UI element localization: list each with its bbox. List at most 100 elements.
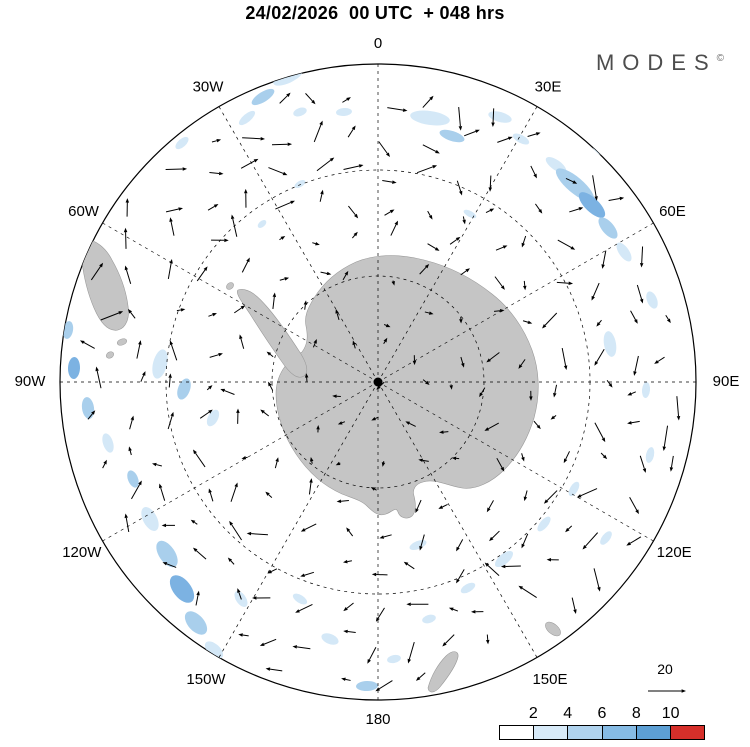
precip-shade bbox=[293, 107, 307, 117]
precip-shade bbox=[616, 242, 632, 262]
wind-arrow-head bbox=[287, 142, 293, 147]
wind-arrow-head bbox=[418, 458, 423, 463]
wind-arrow-head bbox=[570, 246, 576, 250]
wind-arrow-shaft bbox=[209, 492, 214, 502]
wind-arrow-shaft bbox=[208, 314, 213, 317]
wind-arrow-head bbox=[192, 547, 198, 552]
wind-arrow-head bbox=[666, 318, 671, 324]
wind-arrow-shaft bbox=[565, 177, 574, 183]
wind-arrow-shaft bbox=[634, 355, 639, 372]
wind-arrow-head bbox=[448, 607, 454, 611]
wind-arrow-head bbox=[337, 421, 343, 425]
wind-arrow-head bbox=[392, 180, 397, 184]
wind-arrow-shaft bbox=[522, 235, 527, 244]
wind-arrow-shaft bbox=[170, 221, 175, 236]
wind-arrow-head bbox=[213, 204, 219, 208]
wind-arrow-shaft bbox=[100, 312, 120, 321]
wind-arrow-shaft bbox=[491, 530, 500, 539]
wind-arrow-head bbox=[438, 505, 444, 509]
wind-arrow-head bbox=[465, 268, 470, 273]
wind-arrow-shaft bbox=[242, 137, 261, 140]
wind-arrow-shaft bbox=[488, 422, 499, 430]
precip-shade bbox=[598, 217, 618, 239]
wind-arrow-head bbox=[627, 392, 633, 396]
wind-arrow-shaft bbox=[166, 563, 177, 568]
wind-arrow-shaft bbox=[530, 165, 536, 175]
wind-arrow-head bbox=[521, 456, 525, 462]
wind-arrow-shaft bbox=[594, 422, 604, 439]
colorbar-segment bbox=[533, 726, 568, 739]
wind-arrow-shaft bbox=[238, 592, 242, 600]
wind-arrow-shaft bbox=[408, 642, 415, 660]
precip-shade-layer bbox=[62, 68, 658, 692]
wind-arrow-head bbox=[260, 409, 265, 414]
wind-arrow-shaft bbox=[296, 646, 311, 650]
wind-arrow-head bbox=[311, 99, 316, 105]
wind-arrow-head bbox=[484, 427, 490, 431]
wind-arrow-head bbox=[627, 421, 632, 425]
wind-arrow-shaft bbox=[641, 246, 644, 264]
wind-arrow-shaft bbox=[569, 208, 580, 213]
wind-arrow-head bbox=[95, 366, 99, 372]
wind-arrow-head bbox=[521, 543, 525, 549]
wind-arrow-shaft bbox=[497, 137, 509, 143]
wind-arrow-shaft bbox=[565, 451, 570, 460]
wind-arrow-shaft bbox=[457, 539, 464, 548]
wind-arrow-shaft bbox=[343, 165, 360, 170]
wind-arrow-shaft bbox=[520, 359, 526, 366]
wind-arrow-head bbox=[439, 430, 444, 434]
wind-arrow-head bbox=[591, 295, 595, 301]
wind-arrow-head bbox=[642, 468, 647, 473]
precip-shade bbox=[141, 507, 159, 531]
wind-arrow-shaft bbox=[422, 98, 431, 108]
wind-arrow-head bbox=[458, 190, 463, 196]
wind-arrow-head bbox=[435, 149, 440, 154]
precip-shade bbox=[488, 111, 512, 123]
wind-arrow-head bbox=[485, 639, 490, 645]
wind-arrow-head bbox=[208, 488, 212, 494]
land-islet bbox=[116, 338, 128, 346]
wind-arrow-shaft bbox=[136, 344, 141, 359]
wind-arrow-shaft bbox=[346, 602, 354, 609]
wind-arrow-shaft bbox=[263, 411, 270, 417]
colorbar-legend: 2 4 6 8 10 bbox=[499, 705, 705, 740]
wind-arrow-head bbox=[394, 220, 398, 226]
wind-arrow-shaft bbox=[427, 210, 431, 217]
wind-arrow-shaft bbox=[480, 387, 486, 394]
wind-arrow-head bbox=[241, 455, 247, 460]
wind-arrow-shaft bbox=[353, 344, 356, 349]
wind-arrow-shaft bbox=[420, 534, 425, 547]
wind-arrow-head bbox=[151, 462, 157, 467]
precip-shade bbox=[62, 321, 74, 339]
precip-shade bbox=[603, 331, 617, 357]
precip-shade bbox=[422, 614, 436, 624]
wind-arrow-head bbox=[290, 200, 295, 205]
wind-arrow-shaft bbox=[378, 680, 393, 690]
wind-arrow-head bbox=[371, 572, 377, 577]
meridian-label: 0 bbox=[374, 35, 382, 52]
wind-arrow-shaft bbox=[87, 413, 93, 420]
wind-arrow-shaft bbox=[279, 95, 288, 104]
precip-shade bbox=[292, 593, 308, 605]
wind-arrow-shaft bbox=[596, 348, 605, 363]
wind-arrow-shaft bbox=[422, 144, 437, 152]
wind-arrow-head bbox=[415, 676, 421, 681]
wind-arrow-shaft bbox=[131, 484, 141, 500]
wind-arrow-shaft bbox=[457, 569, 465, 580]
map-clipped-layers bbox=[60, 64, 696, 700]
wind-arrow-head bbox=[489, 536, 494, 542]
wind-arrow-shaft bbox=[554, 384, 558, 394]
wind-arrow-head bbox=[240, 305, 246, 310]
wind-arrow-shaft bbox=[279, 237, 282, 241]
wind-arrow-head bbox=[527, 320, 533, 324]
wind-arrow-head bbox=[158, 483, 163, 489]
wind-arrow-shaft bbox=[580, 488, 598, 497]
wind-arrow-shaft bbox=[129, 450, 132, 456]
meridian-label: 120W bbox=[62, 544, 102, 561]
meridian-label: 60W bbox=[68, 203, 100, 220]
wind-arrow-shaft bbox=[452, 608, 459, 612]
wind-arrow-head bbox=[597, 586, 601, 592]
wind-arrow-shaft bbox=[665, 314, 669, 320]
wind-arrow-head bbox=[335, 461, 341, 466]
wind-arrow-head bbox=[268, 381, 272, 387]
